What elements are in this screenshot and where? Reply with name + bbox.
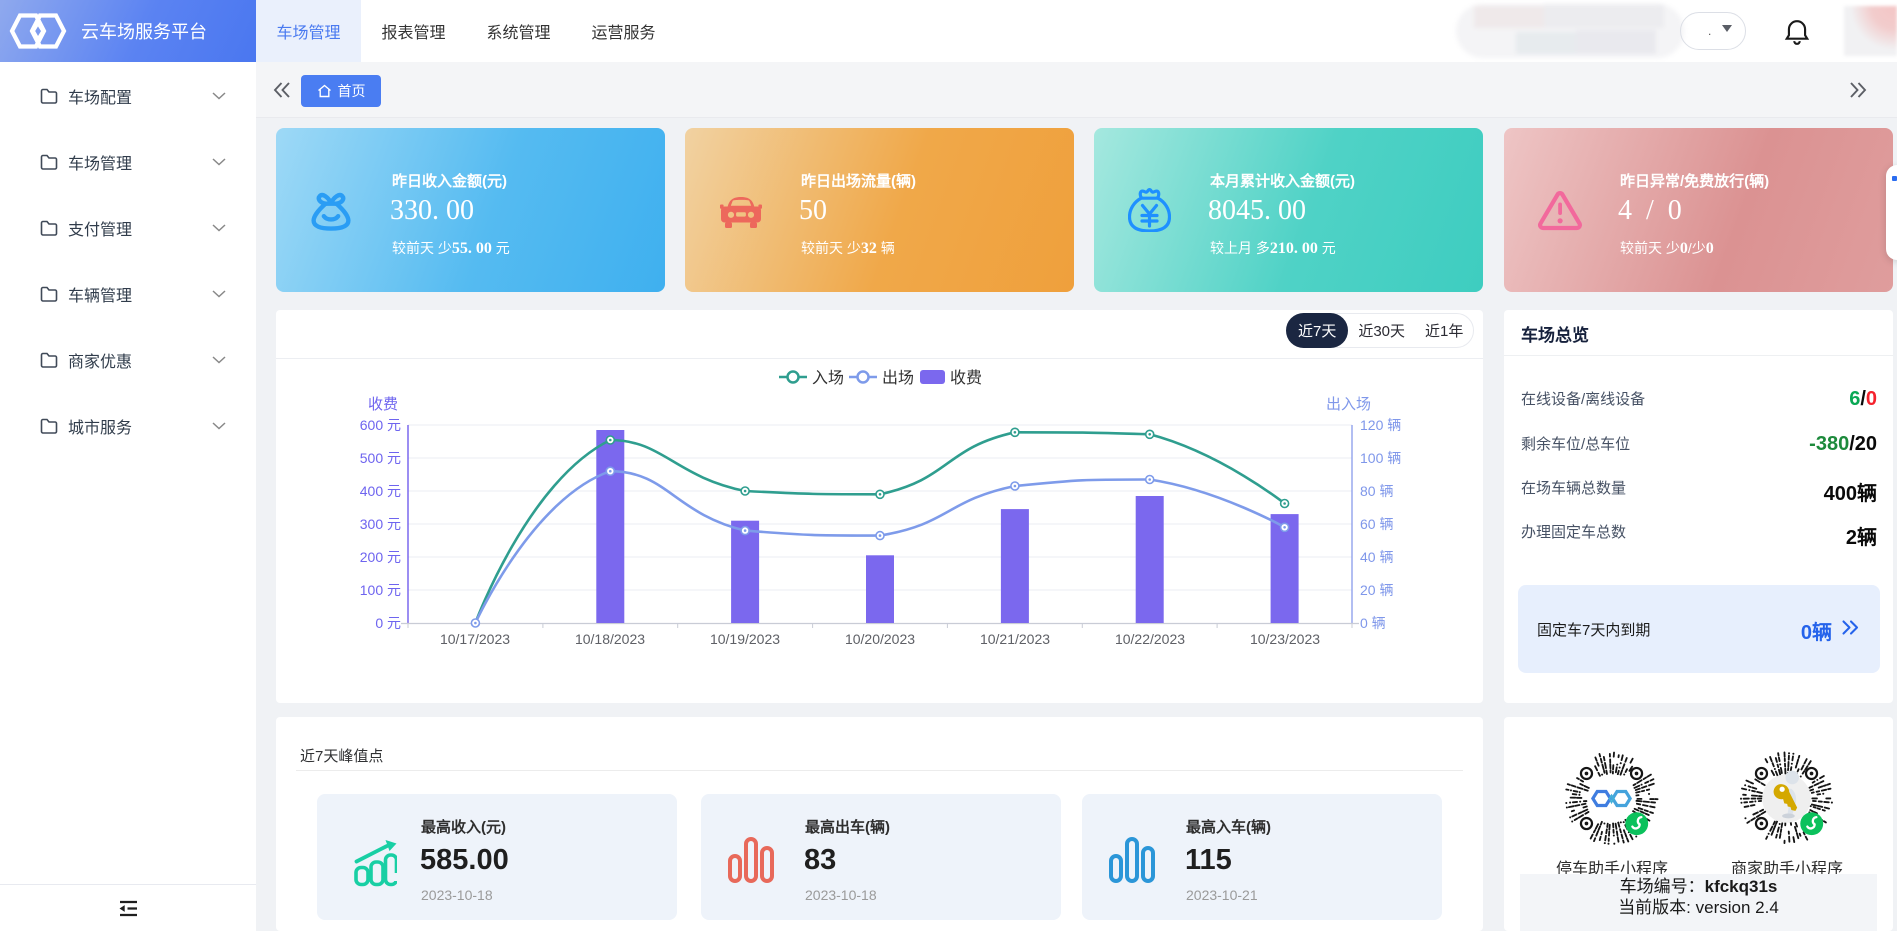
svg-text:出场: 出场 bbox=[882, 369, 914, 387]
svg-text:20 辆: 20 辆 bbox=[1360, 582, 1393, 598]
svg-text:600 元: 600 元 bbox=[360, 417, 401, 433]
svg-text:收费: 收费 bbox=[950, 369, 982, 387]
svg-text:80 辆: 80 辆 bbox=[1360, 483, 1393, 499]
svg-text:400 元: 400 元 bbox=[360, 483, 401, 499]
svg-text:10/23/2023: 10/23/2023 bbox=[1250, 631, 1320, 647]
svg-text:100 辆: 100 辆 bbox=[1360, 450, 1401, 466]
svg-text:10/20/2023: 10/20/2023 bbox=[845, 631, 915, 647]
svg-text:10/18/2023: 10/18/2023 bbox=[575, 631, 645, 647]
svg-text:120 辆: 120 辆 bbox=[1360, 417, 1401, 433]
svg-text:入场: 入场 bbox=[812, 369, 844, 387]
svg-text:10/19/2023: 10/19/2023 bbox=[710, 631, 780, 647]
svg-text:收费: 收费 bbox=[368, 396, 398, 413]
svg-text:0 元: 0 元 bbox=[375, 615, 401, 631]
svg-text:60 辆: 60 辆 bbox=[1360, 516, 1393, 532]
svg-text:0 辆: 0 辆 bbox=[1360, 615, 1386, 631]
svg-text:500 元: 500 元 bbox=[360, 450, 401, 466]
svg-text:出入场: 出入场 bbox=[1326, 396, 1371, 413]
svg-text:10/17/2023: 10/17/2023 bbox=[440, 631, 510, 647]
svg-text:200 元: 200 元 bbox=[360, 549, 401, 565]
svg-text:300 元: 300 元 bbox=[360, 516, 401, 532]
svg-text:100 元: 100 元 bbox=[360, 582, 401, 598]
svg-text:10/21/2023: 10/21/2023 bbox=[980, 631, 1050, 647]
svg-text:10/22/2023: 10/22/2023 bbox=[1115, 631, 1185, 647]
svg-text:40 辆: 40 辆 bbox=[1360, 549, 1393, 565]
